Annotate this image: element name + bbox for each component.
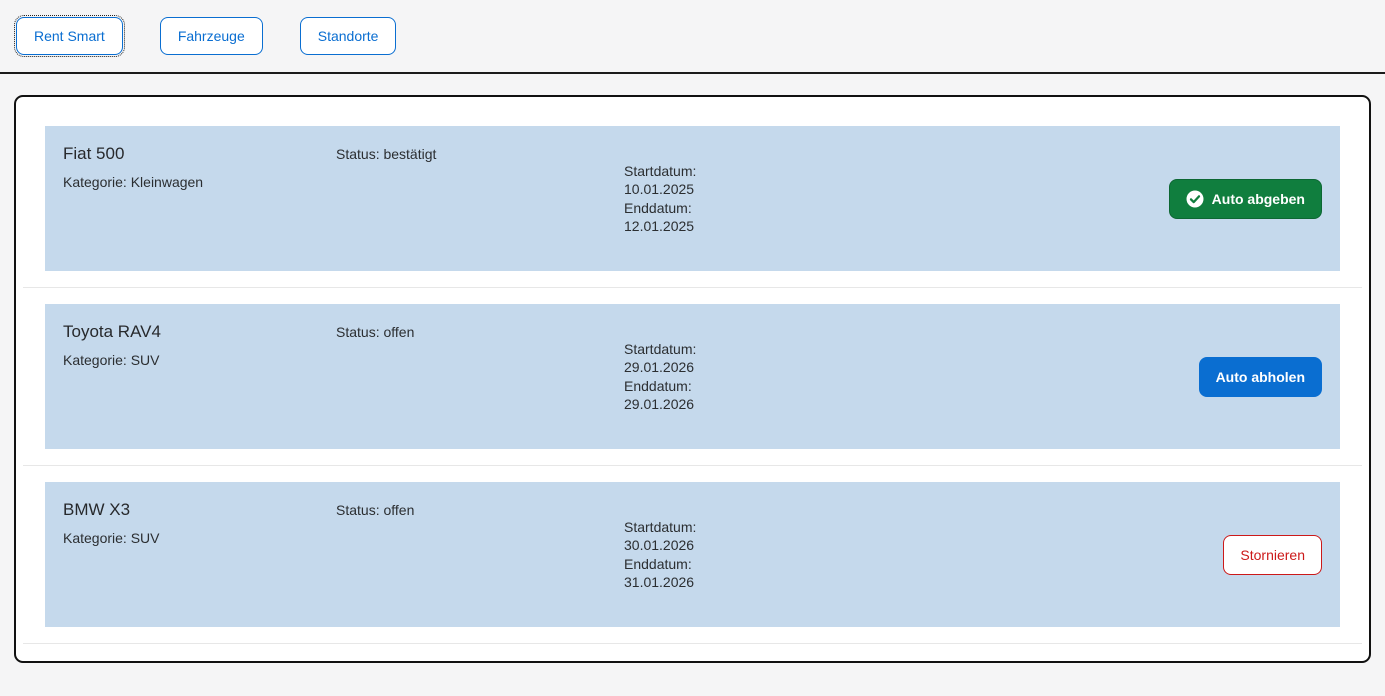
bookings-panel: Fiat 500 Kategorie: Kleinwagen Status: b… xyxy=(14,95,1371,663)
return-car-button[interactable]: Auto abgeben xyxy=(1168,178,1322,219)
booking-row: Fiat 500 Kategorie: Kleinwagen Status: b… xyxy=(23,110,1362,288)
end-date-value: 29.01.2026 xyxy=(624,396,695,412)
start-date-value: 10.01.2025 xyxy=(624,181,695,197)
nav-button-fahrzeuge[interactable]: Fahrzeuge xyxy=(159,17,263,55)
start-date-label: Startdatum: xyxy=(624,518,697,535)
booking-card: BMW X3 Kategorie: SUV Status: offen Star… xyxy=(45,482,1340,627)
nav-button-rent-smart[interactable]: Rent Smart xyxy=(14,15,125,57)
vehicle-category: Kategorie: Kleinwagen xyxy=(63,174,204,190)
cancel-booking-button-label: Stornieren xyxy=(1240,546,1305,563)
booking-dates: Startdatum: 30.01.2026 Enddatum: 31.01.2… xyxy=(624,518,1207,592)
vehicle-category: Kategorie: SUV xyxy=(63,530,160,546)
booking-card: Fiat 500 Kategorie: Kleinwagen Status: b… xyxy=(45,126,1340,271)
vehicle-name: Fiat 500 xyxy=(63,144,125,163)
start-date-label: Startdatum: xyxy=(624,340,697,357)
cancel-booking-button[interactable]: Stornieren xyxy=(1223,534,1322,575)
vehicle-category: Kategorie: SUV xyxy=(63,352,160,368)
booking-status: Status: offen xyxy=(336,502,415,518)
start-date-value: 30.01.2026 xyxy=(624,537,695,553)
vehicle-info: BMW X3 Kategorie: SUV xyxy=(63,482,336,546)
nav-button-standorte[interactable]: Standorte xyxy=(299,17,397,55)
booking-row: Toyota RAV4 Kategorie: SUV Status: offen… xyxy=(23,288,1362,466)
vehicle-info: Toyota RAV4 Kategorie: SUV xyxy=(63,304,336,368)
booking-list: Fiat 500 Kategorie: Kleinwagen Status: b… xyxy=(23,110,1362,644)
booking-action: Stornieren xyxy=(1223,534,1322,575)
vehicle-name: Toyota RAV4 xyxy=(63,322,161,341)
booking-action: Auto abgeben xyxy=(1168,178,1322,219)
end-date-value: 31.01.2026 xyxy=(624,574,695,590)
start-date-value: 29.01.2026 xyxy=(624,359,695,375)
booking-dates: Startdatum: 29.01.2026 Enddatum: 29.01.2… xyxy=(624,340,1183,414)
end-date-label: Enddatum: xyxy=(624,555,692,572)
booking-action: Auto abholen xyxy=(1198,356,1322,397)
booking-card: Toyota RAV4 Kategorie: SUV Status: offen… xyxy=(45,304,1340,449)
booking-status: Status: bestätigt xyxy=(336,146,437,162)
pickup-car-button[interactable]: Auto abholen xyxy=(1198,356,1322,397)
vehicle-info: Fiat 500 Kategorie: Kleinwagen xyxy=(63,126,336,190)
return-car-button-label: Auto abgeben xyxy=(1211,190,1305,207)
end-date-label: Enddatum: xyxy=(624,377,692,394)
start-date-label: Startdatum: xyxy=(624,162,697,179)
vehicle-name: BMW X3 xyxy=(63,500,131,519)
booking-row: BMW X3 Kategorie: SUV Status: offen Star… xyxy=(23,466,1362,644)
top-navigation-bar: Rent Smart Fahrzeuge Standorte xyxy=(0,0,1385,74)
end-date-label: Enddatum: xyxy=(624,199,692,216)
end-date-value: 12.01.2025 xyxy=(624,218,695,234)
booking-status: Status: offen xyxy=(336,324,415,340)
pickup-car-button-label: Auto abholen xyxy=(1215,368,1305,385)
check-circle-icon xyxy=(1186,190,1204,208)
booking-dates: Startdatum: 10.01.2025 Enddatum: 12.01.2… xyxy=(624,162,1153,236)
